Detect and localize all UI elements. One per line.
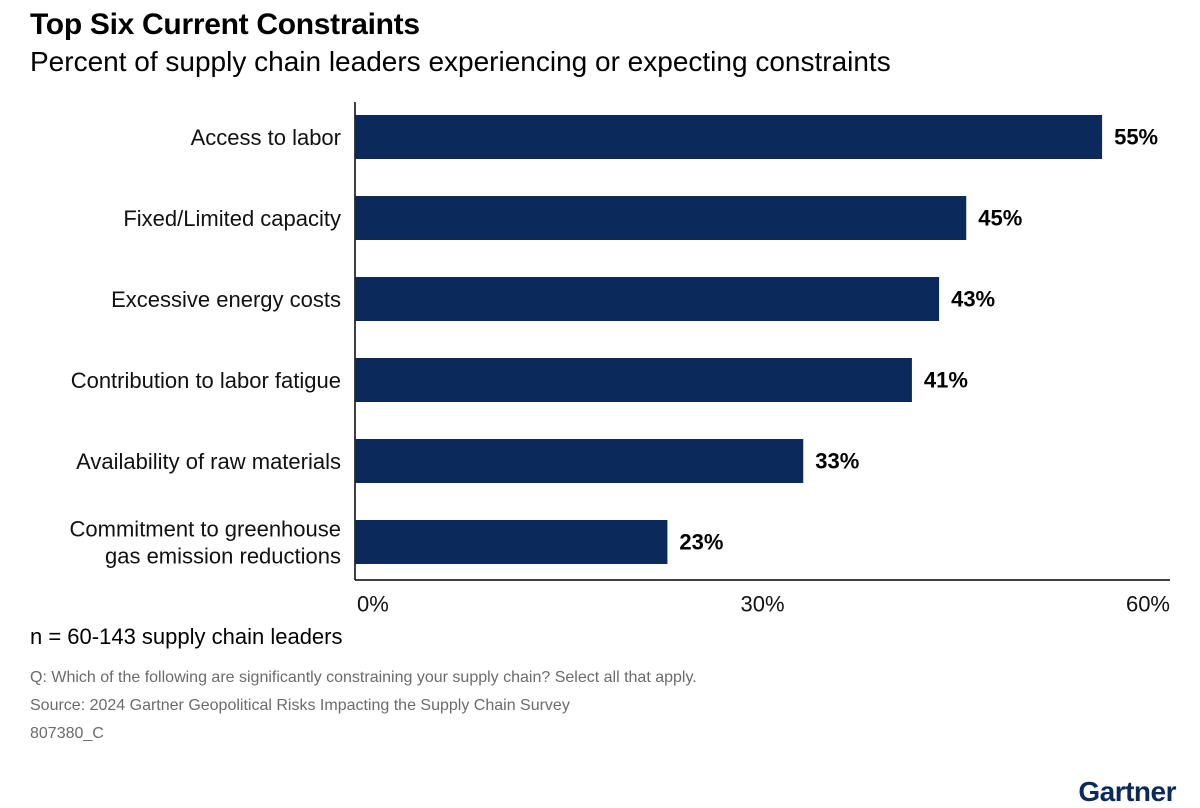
x-tick-label: 30% — [740, 592, 784, 617]
value-label: 41% — [924, 368, 968, 393]
sample-size-note: n = 60-143 supply chain leaders — [30, 624, 343, 649]
value-label: 23% — [679, 530, 723, 555]
chart-subtitle: Percent of supply chain leaders experien… — [30, 46, 891, 77]
x-tick-label: 0% — [357, 592, 389, 617]
chart-title: Top Six Current Constraints — [30, 8, 420, 41]
value-label: 45% — [978, 206, 1022, 231]
bar — [355, 439, 804, 483]
bar — [355, 358, 912, 402]
value-label: 43% — [951, 287, 995, 312]
category-label: Fixed/Limited capacity — [123, 206, 341, 231]
category-label: Access to labor — [191, 125, 341, 150]
value-label: 33% — [815, 449, 859, 474]
bar — [355, 520, 668, 564]
bar — [355, 277, 940, 321]
bar — [355, 115, 1103, 159]
survey-question: Q: Which of the following are significan… — [30, 669, 697, 686]
source-note: Source: 2024 Gartner Geopolitical Risks … — [30, 697, 570, 714]
category-label: Contribution to labor fatigue — [71, 368, 341, 393]
category-label: Commitment to greenhouse gas emission red… — [70, 516, 341, 568]
category-label: Excessive energy costs — [111, 287, 341, 312]
x-tick-label: 60% — [1126, 592, 1170, 617]
bar-chart: Access to labor 55% Fixed/Limited capacity… — [70, 102, 1170, 617]
category-label: Availability of raw materials — [76, 449, 341, 474]
gartner-logo: Gartner — [1078, 776, 1176, 807]
value-label: 55% — [1114, 125, 1158, 150]
figure-code: 807380_C — [30, 725, 104, 742]
bar — [355, 196, 967, 240]
